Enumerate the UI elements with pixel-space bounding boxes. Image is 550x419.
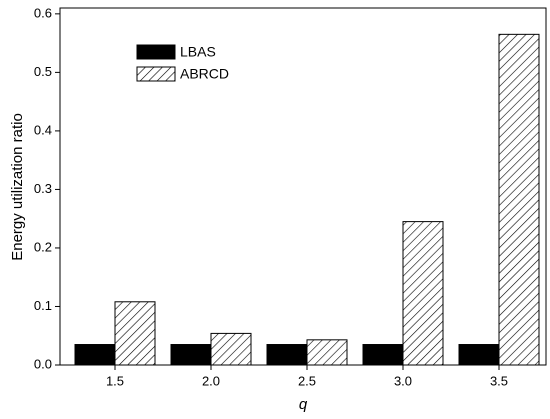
bar bbox=[266, 344, 308, 366]
y-tick-label: 0.5 bbox=[34, 64, 52, 79]
legend-swatch bbox=[136, 44, 176, 60]
x-tick-label: 1.5 bbox=[106, 373, 124, 388]
bar bbox=[170, 344, 212, 366]
x-tick-label: 3.5 bbox=[490, 373, 508, 388]
bar bbox=[458, 344, 500, 366]
legend-swatch bbox=[136, 66, 176, 82]
bar bbox=[362, 344, 404, 366]
bar bbox=[498, 33, 540, 366]
y-tick-label: 0.6 bbox=[34, 5, 52, 20]
bar bbox=[210, 332, 252, 366]
legend-label: ABRCD bbox=[180, 66, 229, 82]
x-tick-label: 2.5 bbox=[298, 373, 316, 388]
y-tick-label: 0.0 bbox=[34, 356, 52, 371]
x-axis-label: q bbox=[299, 396, 308, 413]
x-tick-label: 3.0 bbox=[394, 373, 412, 388]
bar bbox=[114, 301, 156, 366]
bar bbox=[74, 344, 116, 366]
y-tick-label: 0.2 bbox=[34, 239, 52, 254]
legend-label: LBAS bbox=[180, 44, 216, 60]
y-tick-label: 0.1 bbox=[34, 298, 52, 313]
y-tick-label: 0.3 bbox=[34, 181, 52, 196]
x-tick-label: 2.0 bbox=[202, 373, 220, 388]
y-axis-label: Energy utilization ratio bbox=[9, 113, 26, 261]
y-tick-label: 0.4 bbox=[34, 122, 52, 137]
bar bbox=[306, 339, 348, 366]
bar bbox=[402, 221, 444, 366]
